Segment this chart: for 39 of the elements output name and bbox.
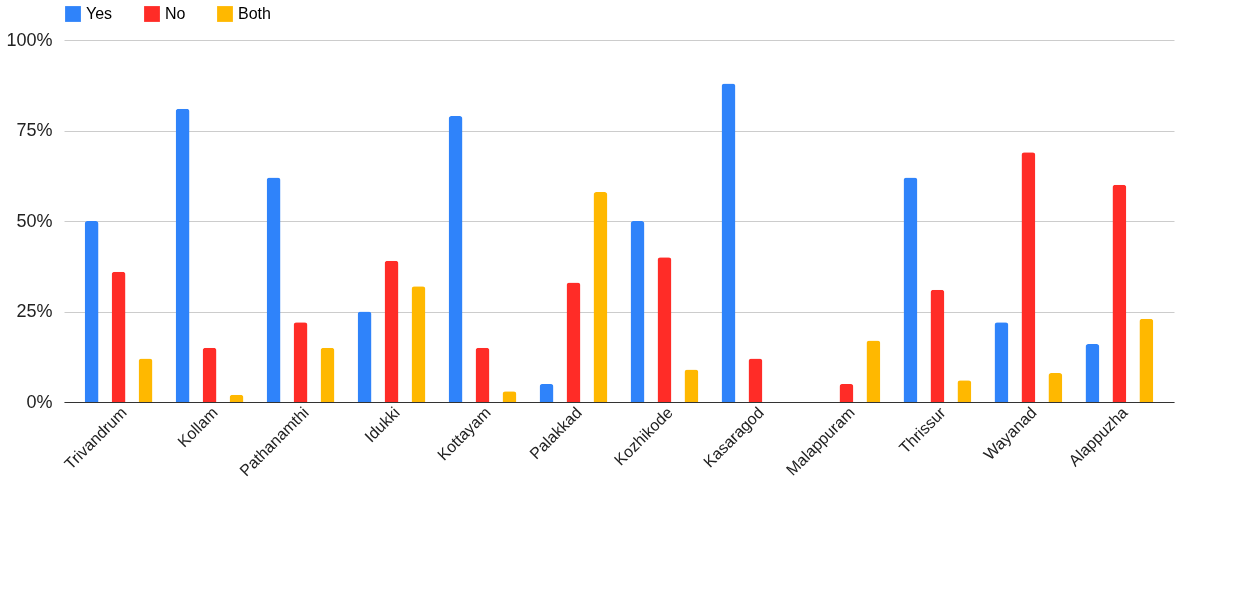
bar: [202, 347, 217, 402]
bar: [866, 340, 881, 402]
bar: [630, 221, 645, 402]
bar: [657, 257, 672, 402]
bar: [175, 108, 190, 402]
bar: [903, 177, 918, 402]
bar: [839, 383, 854, 402]
bar: [1085, 344, 1100, 402]
legend-label: No: [165, 5, 186, 22]
bar: [930, 289, 945, 402]
y-tick-label: 0%: [26, 391, 53, 412]
bar: [1021, 152, 1036, 402]
bar: [994, 322, 1009, 402]
bar: [448, 116, 463, 402]
bar: [684, 369, 699, 402]
y-tick-label: 100%: [6, 29, 53, 50]
y-tick-label: 75%: [16, 120, 53, 140]
bar: [357, 311, 372, 402]
legend-label: Both: [238, 5, 271, 22]
bar: [539, 383, 554, 402]
bar: [111, 271, 126, 402]
bar: [475, 347, 490, 402]
bar: [721, 83, 736, 402]
bar: [384, 260, 399, 402]
bar: [293, 322, 308, 402]
bar: [320, 347, 335, 402]
bar: [411, 286, 426, 402]
y-tick-label: 50%: [16, 210, 53, 231]
bar: [84, 221, 99, 402]
bar: [1139, 318, 1154, 402]
bar: [138, 358, 153, 402]
bar: [593, 192, 608, 402]
bar: [266, 177, 281, 402]
bar: [1112, 184, 1127, 402]
legend-label: Yes: [86, 5, 113, 22]
y-tick-label: 25%: [16, 301, 53, 321]
bar: [1048, 373, 1063, 402]
bar: [566, 282, 581, 402]
bar: [748, 358, 763, 402]
